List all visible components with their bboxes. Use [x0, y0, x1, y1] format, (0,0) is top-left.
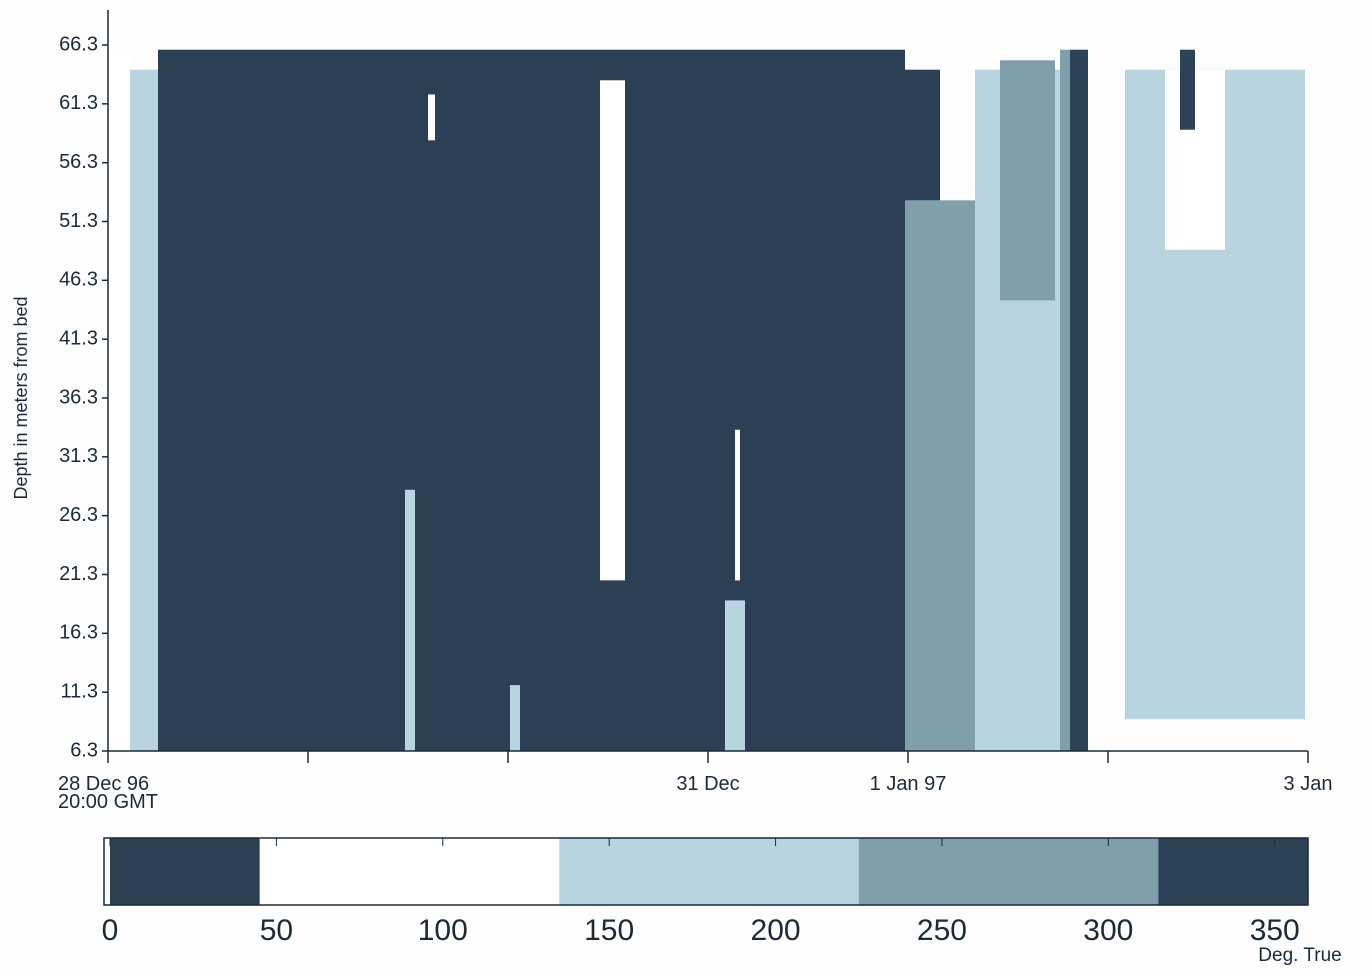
y-tick-label: 31.3: [59, 445, 98, 467]
heatmap-cell: [1180, 49, 1195, 130]
x-tick-label: 1 Jan 97: [869, 773, 947, 795]
colorbar-tick-label: 250: [917, 914, 967, 947]
colorbar-bin: [110, 838, 260, 905]
x-tick-label: 3 Jan: [1283, 773, 1333, 795]
y-tick-label: 56.3: [59, 151, 98, 173]
y-tick-label: 16.3: [59, 622, 98, 644]
y-tick-label: 46.3: [59, 269, 98, 291]
heatmap-cell: [1000, 60, 1055, 301]
colorbar-tick-label: 100: [418, 914, 468, 947]
heatmap-cell: [112, 49, 130, 751]
heatmap-cell: [510, 685, 520, 751]
heatmap-cell: [725, 600, 745, 751]
heatmap-cell: [1070, 49, 1088, 751]
x-tick-label: 28 Dec 96 20:00 GMT: [57, 773, 159, 813]
colorbar-label: Deg. True: [1258, 945, 1341, 966]
colorbar-tick-label: 200: [751, 914, 801, 947]
y-tick-label: 61.3: [59, 92, 98, 114]
colorbar-tick-label: 300: [1083, 914, 1133, 947]
y-tick-label: 11.3: [61, 680, 98, 702]
colorbar-tick-label: 50: [260, 914, 293, 947]
colorbar-bin: [858, 838, 1159, 905]
heatmap-cell: [130, 69, 158, 751]
y-tick-label: 36.3: [59, 386, 98, 408]
colorbar-bin: [1158, 838, 1308, 905]
y-tick-label: 41.3: [59, 327, 98, 349]
heatmap-cell: [428, 94, 435, 141]
x-tick-label: 31 Dec: [676, 773, 740, 795]
y-tick-label: 26.3: [59, 504, 98, 526]
y-tick-label: 6.3: [70, 739, 98, 761]
colorbar-bin: [259, 838, 560, 905]
colorbar-tick-label: 0: [102, 914, 119, 947]
y-tick-label: 21.3: [59, 563, 98, 585]
heatmap-cell: [600, 80, 625, 581]
heatmap-cell: [405, 489, 415, 751]
y-tick-label: 66.3: [59, 33, 98, 55]
colorbar-bin: [559, 838, 859, 905]
colorbar-frame: [103, 837, 1309, 906]
y-tick-label: 51.3: [59, 210, 98, 232]
heatmap-cell: [905, 200, 975, 751]
heatmap-cell: [1060, 49, 1070, 751]
heatmap-cell: [905, 69, 940, 201]
heatmap-cell: [158, 49, 905, 751]
heatmap-cell: [735, 429, 740, 581]
y-axis-label: Depth in meters from bed: [11, 296, 31, 499]
colorbar-tick-label: 350: [1250, 914, 1300, 947]
colorbar-tick-label: 150: [584, 914, 634, 947]
